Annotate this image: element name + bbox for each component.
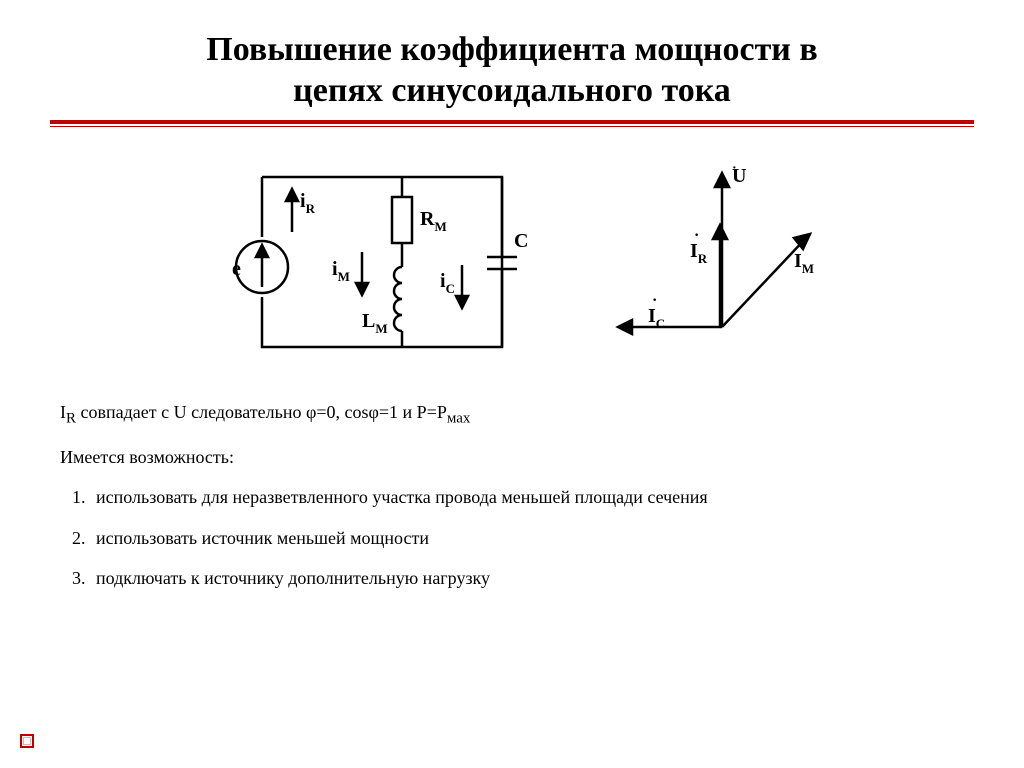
slide-bullet-icon [20,734,34,748]
vector-diagram: ·U IR IM IC · · · [602,147,822,367]
label-iM: iM [332,258,350,284]
list-item: использовать источник меньшей мощности [90,523,964,554]
list-item: использовать для неразветвленного участк… [90,482,964,513]
slide-title: Повышение коэффициента мощности в цепях … [50,30,974,112]
possibility-intro: Имеется возможность: [60,442,964,473]
label-LM: LM [362,310,388,336]
svg-text:·: · [798,237,803,254]
title-line1: Повышение коэффициента мощности в [206,31,818,68]
circuit-diagram: e iR RM iM LM iC C [202,147,542,367]
possibility-list: использовать для неразветвленного участк… [60,482,964,594]
label-e: e [232,258,241,280]
svg-text:·: · [652,292,657,309]
title-line2: цепях синусоидального тока [293,72,731,109]
vec-IM: IM [794,250,814,276]
statement-line: IR совпадает с U следовательно φ=0, cosφ… [60,397,964,432]
label-RM: RM [420,208,447,234]
label-iR: iR [300,190,316,216]
body-text: IR совпадает с U следовательно φ=0, cosφ… [50,397,974,594]
diagram-row: e iR RM iM LM iC C ·U [50,147,974,367]
title-underline [50,120,974,127]
label-iC: iC [440,270,455,296]
label-C: C [514,230,528,252]
vec-U: ·U [732,161,746,187]
svg-text:·: · [694,227,699,244]
list-item: подключать к источнику дополнительную на… [90,563,964,594]
